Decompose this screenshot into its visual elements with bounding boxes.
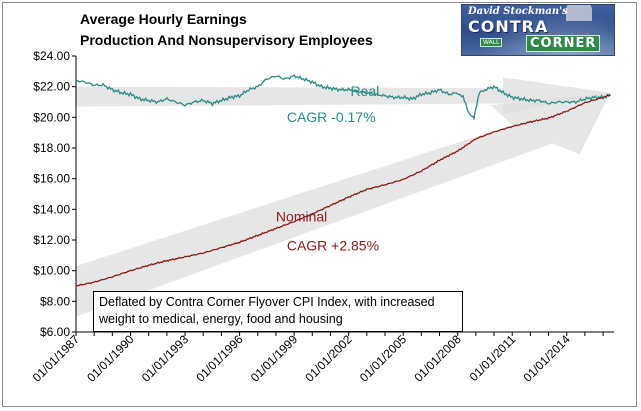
x-tick-label: 01/01/2005 [357, 332, 410, 385]
annotation-real-label: Real [350, 83, 379, 99]
nominal-trend-arrow [76, 92, 611, 317]
real-trend-arrow [76, 77, 611, 115]
y-tick-label: $10.00 [33, 264, 70, 278]
x-tick-label: 01/01/1993 [139, 332, 192, 385]
y-tick-label: $20.00 [33, 110, 70, 124]
x-tick-label: 01/01/1990 [84, 332, 137, 385]
chart-title-line-1: Average Hourly Earnings [80, 11, 247, 27]
y-tick-label: $14.00 [33, 202, 70, 216]
series-line-real [75, 73, 611, 121]
annotation-nominal-cagr: CAGR +2.85% [287, 238, 379, 254]
logo-street-sign: WALL [480, 38, 503, 47]
y-tick-label: $24.00 [33, 49, 70, 63]
y-tick-label: $22.00 [33, 80, 70, 94]
annotation-nominal-label: Nominal [276, 209, 327, 225]
annotation-real-cagr: CAGR -0.17% [287, 109, 376, 125]
chart-title-line-2: Production And Nonsupervisory Employees [80, 32, 373, 48]
y-tick-label: $6.00 [40, 325, 70, 339]
series-lines [75, 73, 611, 288]
logo-word-corner: CORNER [526, 35, 601, 52]
x-tick-label: 01/01/2002 [302, 332, 355, 385]
x-tick-label: 01/01/1987 [30, 332, 83, 385]
x-tick-label: 01/01/1996 [193, 332, 246, 385]
x-tick-label: 01/01/2008 [411, 332, 464, 385]
x-axis-ticks: 01/01/1987 01/01/1990 01/01/1993 01/01/1996… [30, 332, 604, 385]
trend-arrows [76, 77, 611, 317]
y-axis-ticks: $6.00 $8.00 $10.00 $12.00 $14.00 $16.00 $18.00… [33, 49, 76, 339]
series-line-nominal [75, 94, 611, 288]
x-tick-label: 01/01/2011 [467, 332, 519, 384]
deflation-note: Deflated by Contra Corner Flyover CPI In… [93, 291, 463, 332]
x-tick-label: 01/01/1999 [248, 332, 301, 385]
y-tick-label: $18.00 [33, 141, 70, 155]
series-annotations: Real CAGR -0.17% Nominal CAGR +2.85% [276, 83, 379, 254]
capitol-dome-graphic [566, 5, 592, 21]
logo-byline: David Stockman's [468, 6, 568, 17]
contra-corner-logo: David Stockman's CONTRA WALL CORNER [461, 4, 615, 56]
y-tick-label: $16.00 [33, 172, 70, 186]
x-tick-label: 01/01/2014 [520, 332, 573, 385]
y-tick-label: $12.00 [33, 233, 70, 247]
logo-word-contra: CONTRA [468, 17, 549, 36]
y-tick-label: $8.00 [40, 294, 70, 308]
